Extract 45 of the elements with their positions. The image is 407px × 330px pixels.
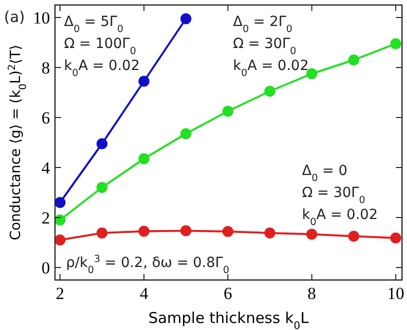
annotation: Δ$_{0}$ = 5Γ$_{0}$ bbox=[64, 14, 124, 34]
point bbox=[180, 13, 192, 24]
point bbox=[138, 153, 150, 164]
annotation: Δ$_{0}$ = 0 bbox=[302, 163, 348, 184]
y-tick-label: 8 bbox=[42, 58, 50, 78]
annotation: k$_{0}$A = 0.02 bbox=[64, 58, 140, 78]
point bbox=[55, 197, 66, 208]
point bbox=[390, 232, 402, 244]
annotation: k$_{0}$A = 0.02 bbox=[302, 207, 378, 228]
annotation: ρ/k$_{0}$$^{3}$ = 0.2, δω = 0.8Γ$_{0}$ bbox=[66, 254, 230, 276]
point bbox=[180, 128, 192, 140]
x-tick-label: 6 bbox=[224, 284, 232, 303]
y-tick-label: 0 bbox=[42, 258, 50, 278]
x-tick-label: 4 bbox=[140, 284, 149, 303]
point bbox=[306, 228, 318, 240]
x-tick-label: 10 bbox=[387, 284, 404, 303]
point bbox=[138, 76, 150, 87]
point bbox=[390, 38, 402, 50]
point bbox=[264, 86, 276, 97]
annotation: k$_{0}$A = 0.02 bbox=[233, 58, 309, 78]
point bbox=[264, 228, 276, 238]
point bbox=[222, 106, 234, 117]
point bbox=[55, 214, 66, 226]
y-tick-label: 6 bbox=[42, 108, 50, 128]
point bbox=[96, 138, 108, 150]
point bbox=[222, 226, 234, 237]
x-axis-title: Sample thickness k$_{0}$L bbox=[148, 309, 310, 330]
x-tick-label: 2 bbox=[56, 284, 64, 303]
point bbox=[348, 230, 360, 242]
point bbox=[55, 234, 66, 246]
y-tick-label: 4 bbox=[42, 158, 50, 178]
annotation: Ω = 30Γ$_{0}$ bbox=[302, 185, 366, 206]
point bbox=[96, 182, 108, 193]
text: (a) bbox=[4, 8, 25, 26]
point bbox=[348, 54, 360, 66]
annotation: Ω = 100Γ$_{0}$ bbox=[64, 36, 136, 56]
point bbox=[306, 68, 318, 80]
y-tick-label: 10 bbox=[33, 8, 50, 28]
point bbox=[138, 226, 150, 237]
point bbox=[96, 228, 108, 238]
annotation: Ω = 30Γ$_{0}$ bbox=[233, 36, 296, 56]
point bbox=[180, 225, 192, 236]
x-tick-label: 8 bbox=[308, 284, 316, 303]
annotation: Δ$_{0}$ = 2Γ$_{0}$ bbox=[233, 14, 292, 34]
y-tick-label: 2 bbox=[42, 208, 50, 228]
